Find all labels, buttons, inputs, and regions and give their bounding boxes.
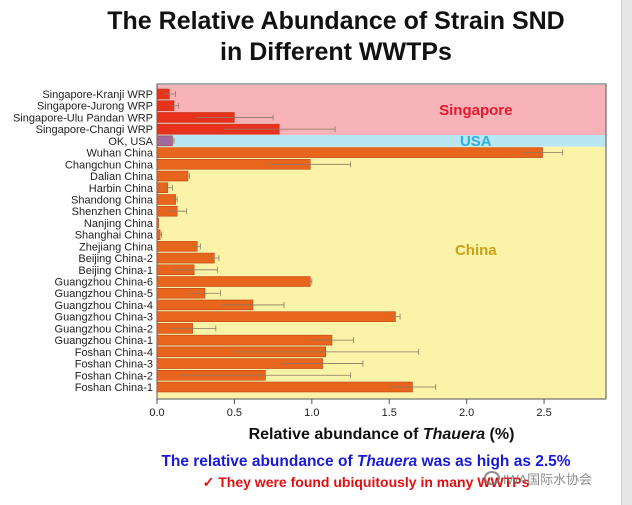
x-tick-label: 1.0 bbox=[304, 407, 319, 419]
x-tick-label: 1.5 bbox=[382, 407, 397, 419]
category-label: Guangzhou China-3 bbox=[55, 312, 153, 324]
category-label: Shandong China bbox=[71, 194, 154, 206]
category-label: Dalian China bbox=[90, 171, 154, 183]
x-tick-label: 2.0 bbox=[459, 407, 474, 419]
category-label: Singapore-Jurong WRP bbox=[37, 101, 153, 113]
region-label-singapore: Singapore bbox=[439, 102, 512, 119]
bar bbox=[156, 241, 198, 252]
category-label: Foshan China-1 bbox=[75, 382, 153, 394]
bar bbox=[156, 170, 189, 182]
category-label: Beijing China-2 bbox=[78, 253, 153, 265]
category-label: Changchun China bbox=[65, 159, 154, 171]
category-label: Guangzhou China-1 bbox=[55, 335, 153, 347]
region-label-usa: USA bbox=[460, 133, 492, 150]
bar bbox=[156, 194, 176, 205]
category-label: Beijing China-1 bbox=[78, 265, 153, 277]
category-label: Foshan China-4 bbox=[75, 347, 153, 359]
category-label: Wuhan China bbox=[87, 148, 154, 160]
category-label: Zhejiang China bbox=[79, 241, 154, 253]
bar bbox=[156, 311, 396, 322]
x-tick-label: 2.5 bbox=[536, 407, 551, 419]
watermark: IWA国际水协会 bbox=[484, 469, 592, 488]
bar bbox=[156, 252, 215, 264]
bar bbox=[156, 334, 333, 346]
bar bbox=[156, 217, 159, 229]
category-label: Guangzhou China-2 bbox=[55, 323, 153, 335]
category-label: Guangzhou China-6 bbox=[55, 277, 153, 289]
x-axis-label: Relative abundance of Thauera (%) bbox=[248, 426, 515, 443]
x-tick-label: 0.5 bbox=[227, 407, 242, 419]
bar bbox=[156, 381, 413, 393]
category-label: Foshan China-3 bbox=[75, 359, 153, 371]
category-label: Singapore-Changi WRP bbox=[36, 124, 153, 136]
category-label: Shanghai China bbox=[75, 230, 154, 242]
region-band-usa bbox=[157, 135, 606, 147]
category-label: Guangzhou China-5 bbox=[55, 288, 153, 300]
window-edge bbox=[621, 0, 632, 505]
category-label: Harbin China bbox=[89, 183, 154, 195]
watermark-logo-icon bbox=[484, 471, 500, 485]
category-label: Foshan China-2 bbox=[75, 370, 153, 382]
category-label: Singapore-Kranji WRP bbox=[42, 89, 153, 101]
footnote-abundance: The relative abundance of Thauera was as… bbox=[161, 453, 571, 470]
category-label: Guangzhou China-4 bbox=[55, 300, 153, 312]
slide-title: The Relative Abundance of Strain SND in … bbox=[107, 7, 565, 66]
region-label-china: China bbox=[455, 242, 497, 259]
footnote-ubiquitous: ✓ They were found ubiquitously in many W… bbox=[202, 474, 530, 490]
category-label: Shenzhen China bbox=[72, 206, 154, 218]
x-tick-label: 0.0 bbox=[149, 407, 164, 419]
category-label: Nanjing China bbox=[84, 218, 154, 230]
category-label: OK, USA bbox=[108, 136, 153, 148]
bar bbox=[156, 147, 543, 158]
bar bbox=[156, 276, 311, 287]
bar bbox=[156, 135, 173, 147]
category-label: Singapore-Ulu Pandan WRP bbox=[13, 112, 153, 124]
